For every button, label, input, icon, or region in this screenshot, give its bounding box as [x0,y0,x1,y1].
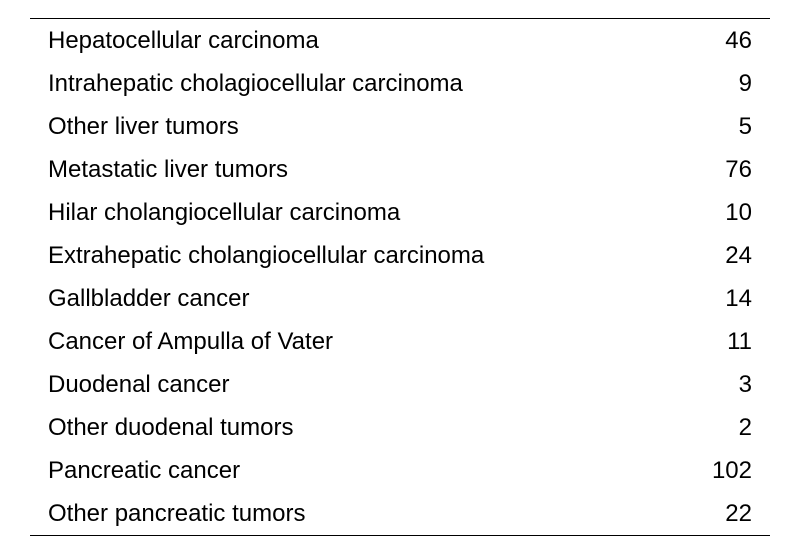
table-row: Other duodenal tumors 2 [30,406,770,449]
table-row: Pancreatic cancer 102 [30,449,770,492]
row-label: Hepatocellular carcinoma [48,27,692,55]
row-value: 3 [692,371,752,399]
row-value: 102 [692,457,752,485]
row-value: 76 [692,156,752,184]
row-label: Extrahepatic cholangiocellular carcinoma [48,242,692,270]
row-label: Duodenal cancer [48,371,692,399]
row-label: Cancer of Ampulla of Vater [48,328,692,356]
row-value: 9 [692,70,752,98]
table-row: Metastatic liver tumors 76 [30,148,770,191]
table-row: Extrahepatic cholangiocellular carcinoma… [30,234,770,277]
table-row: Cancer of Ampulla of Vater 11 [30,320,770,363]
row-label: Intrahepatic cholagiocellular carcinoma [48,70,692,98]
row-value: 10 [692,199,752,227]
table-row: Duodenal cancer 3 [30,363,770,406]
row-label: Pancreatic cancer [48,457,692,485]
row-value: 46 [692,27,752,55]
tumor-table: Hepatocellular carcinoma 46 Intrahepatic… [30,18,770,536]
table-row: Hilar cholangiocellular carcinoma 10 [30,191,770,234]
row-label: Other liver tumors [48,113,692,141]
row-label: Gallbladder cancer [48,285,692,313]
row-label: Metastatic liver tumors [48,156,692,184]
row-value: 22 [692,500,752,528]
row-value: 24 [692,242,752,270]
table-row: Other liver tumors 5 [30,105,770,148]
row-value: 11 [692,328,752,356]
row-label: Other duodenal tumors [48,414,692,442]
table-row: Gallbladder cancer 14 [30,277,770,320]
table-row: Intrahepatic cholagiocellular carcinoma … [30,62,770,105]
table-row: Other pancreatic tumors 22 [30,492,770,535]
row-value: 2 [692,414,752,442]
table-row: Hepatocellular carcinoma 46 [30,19,770,62]
row-value: 14 [692,285,752,313]
row-label: Other pancreatic tumors [48,500,692,528]
row-value: 5 [692,113,752,141]
row-label: Hilar cholangiocellular carcinoma [48,199,692,227]
